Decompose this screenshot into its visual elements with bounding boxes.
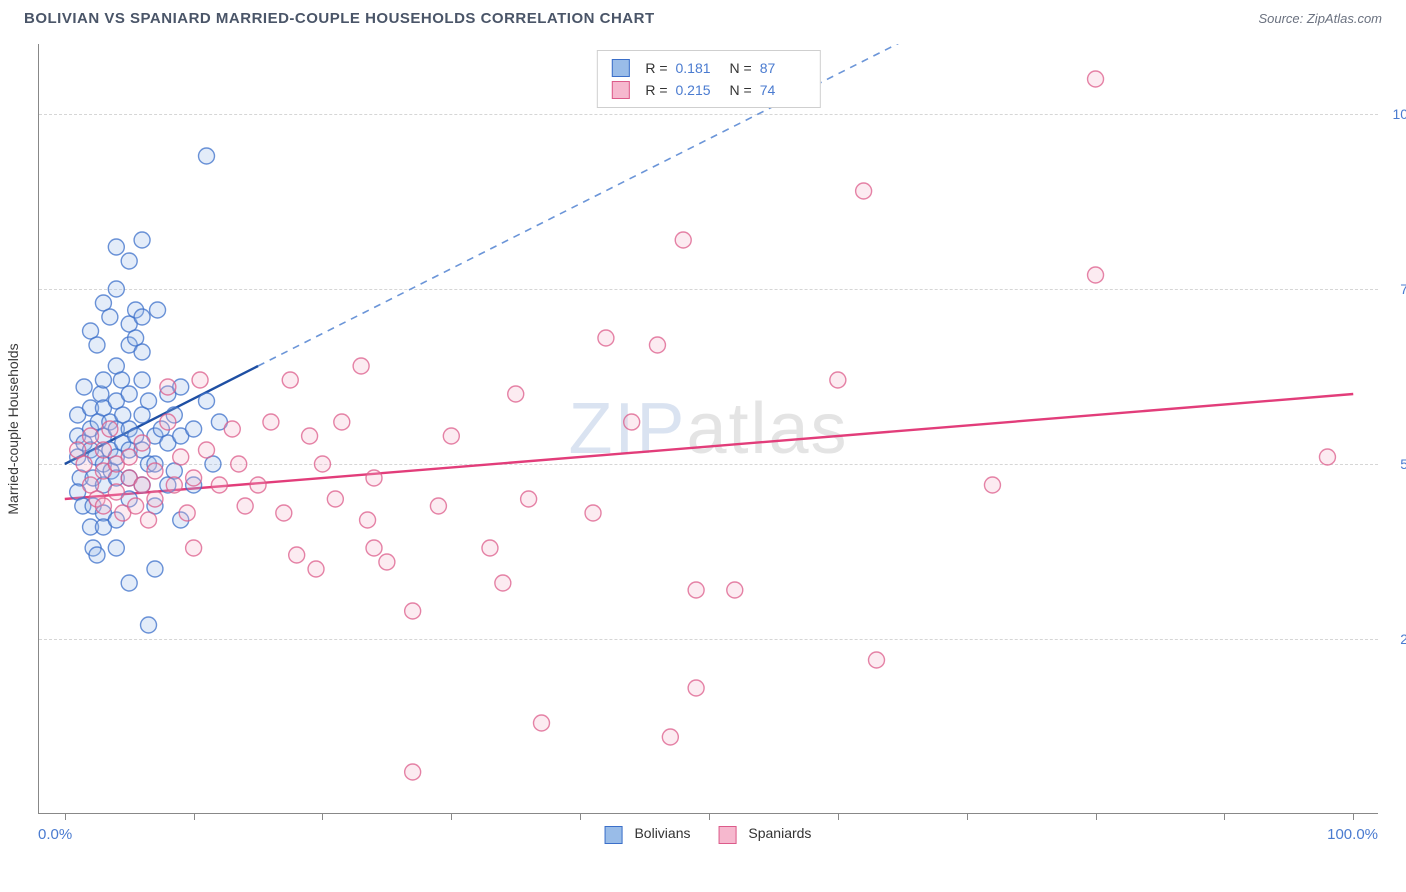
n-value: 74 xyxy=(760,82,806,98)
source-label: Source: ZipAtlas.com xyxy=(1258,11,1382,26)
x-tick xyxy=(1353,813,1354,820)
legend-item-spaniards: Spaniards xyxy=(718,825,811,843)
x-tick xyxy=(967,813,968,820)
r-value: 0.181 xyxy=(676,60,722,76)
x-tick xyxy=(65,813,66,820)
swatch-bolivians-icon xyxy=(611,59,629,77)
legend-item-bolivians: Bolivians xyxy=(605,825,691,843)
plot-area: Married-couple Households ZIPatlas R = 0… xyxy=(38,44,1378,814)
y-axis-label: Married-couple Households xyxy=(5,343,21,514)
series-legend: Bolivians Spaniards xyxy=(605,825,812,843)
y-tick-label: 100.0% xyxy=(1393,106,1406,122)
x-tick xyxy=(1096,813,1097,820)
n-value: 87 xyxy=(760,60,806,76)
x-tick xyxy=(194,813,195,820)
r-label: R = xyxy=(645,82,667,98)
y-tick-label: 50.0% xyxy=(1400,456,1406,472)
x-tick xyxy=(451,813,452,820)
swatch-bolivians-icon xyxy=(605,826,623,844)
legend-label: Bolivians xyxy=(634,825,690,841)
swatch-spaniards-icon xyxy=(611,81,629,99)
scatter-svg xyxy=(39,44,1378,813)
chart-title: BOLIVIAN VS SPANIARD MARRIED-COUPLE HOUS… xyxy=(24,10,655,27)
stats-row-spaniards: R = 0.215 N = 74 xyxy=(611,79,805,101)
x-min-label: 0.0% xyxy=(38,826,72,843)
x-tick xyxy=(1224,813,1225,820)
x-tick xyxy=(709,813,710,820)
x-tick xyxy=(580,813,581,820)
legend-label: Spaniards xyxy=(748,825,811,841)
y-tick-label: 25.0% xyxy=(1400,631,1406,647)
n-label: N = xyxy=(730,82,752,98)
x-max-label: 100.0% xyxy=(1327,826,1378,843)
r-label: R = xyxy=(645,60,667,76)
x-axis-bar: 0.0% Bolivians Spaniards 100.0% xyxy=(38,826,1378,843)
r-value: 0.215 xyxy=(676,82,722,98)
swatch-spaniards-icon xyxy=(718,826,736,844)
stats-row-bolivians: R = 0.181 N = 87 xyxy=(611,57,805,79)
x-tick xyxy=(322,813,323,820)
n-label: N = xyxy=(730,60,752,76)
stats-legend: R = 0.181 N = 87 R = 0.215 N = 74 xyxy=(596,50,820,108)
y-tick-label: 75.0% xyxy=(1400,281,1406,297)
x-tick xyxy=(838,813,839,820)
